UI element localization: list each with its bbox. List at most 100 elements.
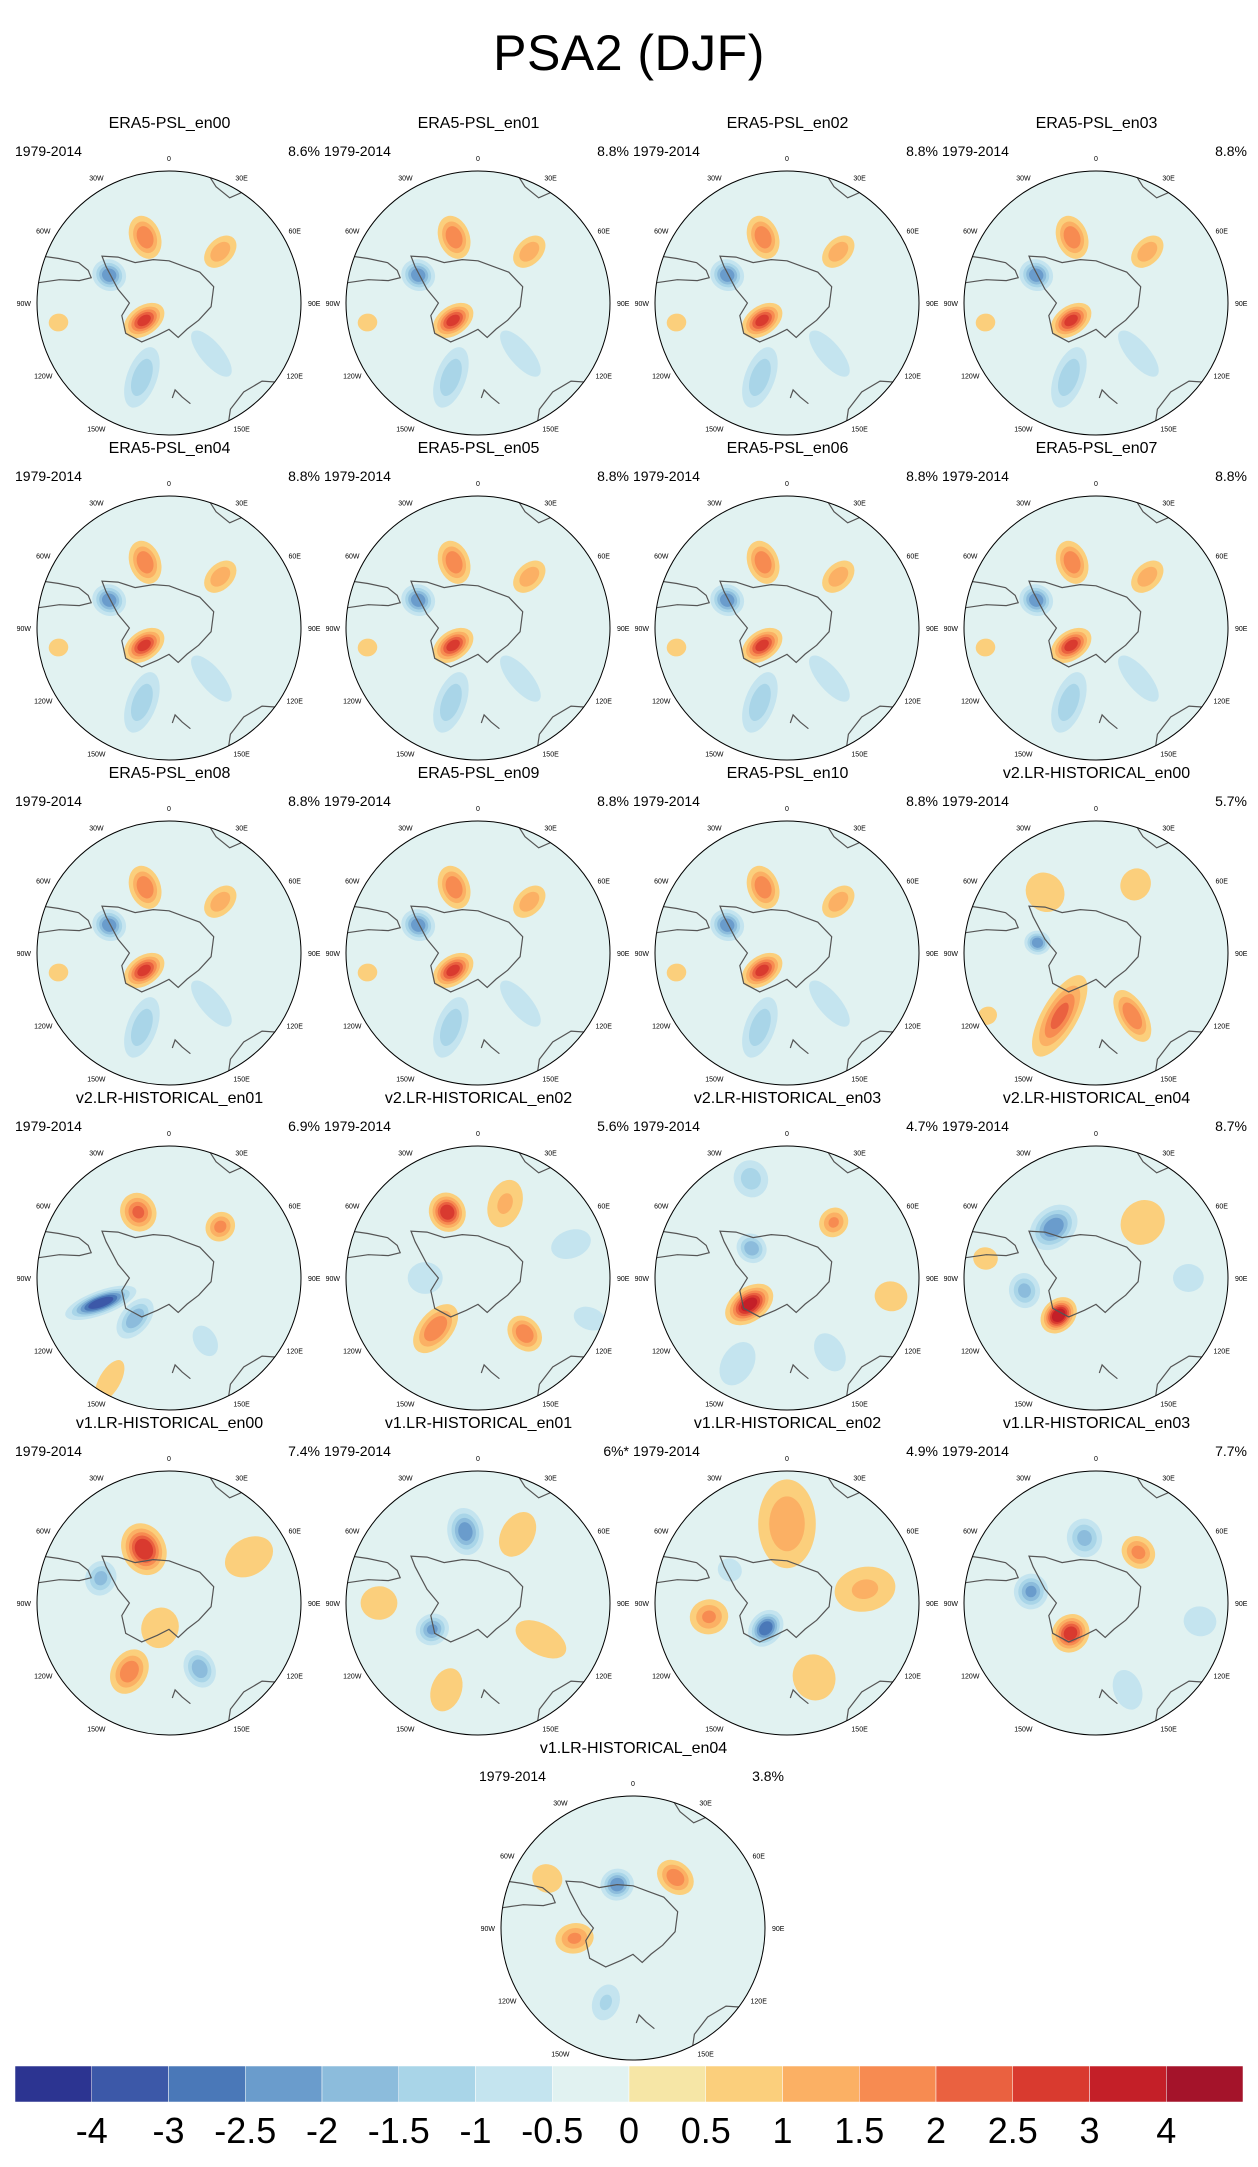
positive-contour: [666, 963, 687, 982]
australia-coastline: [845, 380, 901, 429]
map-border: [654, 820, 920, 1086]
lon-tick-label: 60W: [654, 1528, 669, 1535]
colorbar-tick-label: -0.5: [521, 2110, 584, 2151]
new-zealand-coastline: [1098, 1363, 1118, 1380]
panel-period: 1979-2014: [15, 143, 82, 159]
lon-tick-label: 30W: [553, 1800, 568, 1807]
colorbar-tick-label: -4: [75, 2110, 108, 2151]
south-america-coastline: [346, 1555, 402, 1585]
lon-tick-label: 120W: [498, 1999, 517, 2006]
positive-contour: [741, 1297, 758, 1312]
negative-contour: [88, 1296, 114, 1309]
positive-contour: [532, 1864, 563, 1893]
polar-map: 030E60E90E120E150E180150W120W90W60W30W: [635, 1456, 939, 1736]
positive-contour: [519, 566, 540, 587]
antarctica-coastline: [719, 1555, 833, 1643]
positive-contour: [975, 638, 996, 657]
contour-field: [346, 171, 610, 435]
panel-period: 1979-2014: [324, 793, 391, 809]
colorbar-box: [1166, 2065, 1244, 2103]
new-zealand-coastline: [1098, 1688, 1118, 1705]
panel-period: 1979-2014: [15, 1443, 82, 1459]
positive-contour: [874, 1281, 908, 1312]
positive-contour: [975, 313, 996, 332]
lon-tick-label: 150W: [396, 1402, 415, 1409]
negative-contour: [599, 1994, 612, 2011]
positive-contour: [214, 1220, 227, 1233]
map-panel: ERA5-PSL_en06 1979-2014 8.8% 0 30E 60E 90E 120E…: [633, 440, 942, 762]
positive-contour: [224, 1536, 274, 1578]
colorbar-box: [628, 2065, 706, 2103]
lon-tick-label: 150E: [1160, 1077, 1177, 1084]
map-border: [654, 1145, 920, 1411]
positive-contour: [445, 876, 463, 899]
positive-contour: [430, 1668, 463, 1712]
lon-tick-label: 60W: [654, 1203, 669, 1210]
positive-contour: [754, 876, 772, 899]
map-panel: ERA5-PSL_en05 1979-2014 8.8% 0 30E 60E 90E 120E…: [324, 440, 633, 762]
south-america-coastline: [346, 1230, 402, 1260]
lon-tick-label: 120W: [652, 1349, 671, 1356]
lon-tick-label: 60E: [752, 1853, 765, 1860]
lon-tick-label: 60W: [345, 1203, 360, 1210]
negative-contour: [573, 1306, 606, 1331]
lon-tick-label: 150E: [851, 752, 868, 759]
lon-tick-label: 90W: [944, 1276, 959, 1283]
negative-contour: [1057, 683, 1080, 721]
panel-variance-explained: 6%*: [603, 1443, 629, 1459]
lon-tick-label: 150W: [705, 1727, 724, 1734]
lon-tick-label: 60E: [1215, 228, 1228, 235]
panel-variance-explained: 8.8%: [288, 468, 320, 484]
negative-contour: [809, 980, 850, 1027]
positive-contour: [137, 639, 151, 652]
negative-contour: [500, 655, 541, 702]
colorbar-box: [552, 2065, 630, 2103]
negative-contour: [1172, 1264, 1204, 1292]
map-panel: v2.LR-HISTORICAL_en00 1979-2014 5.7% 0 30E 60…: [942, 765, 1251, 1087]
polar-map: 030E60E90E120E150E180150W120W90W60W30W: [635, 481, 939, 761]
lon-tick-label: 30W: [398, 825, 413, 832]
map-panel: ERA5-PSL_en02 1979-2014 8.8% 0 30E 60E 90E 120E…: [633, 115, 942, 437]
field-background: [964, 821, 1228, 1085]
positive-contour: [1137, 241, 1158, 262]
lon-tick-label: 150W: [705, 752, 724, 759]
map-border: [963, 820, 1229, 1086]
lon-tick-label: 150W: [1014, 1402, 1033, 1409]
negative-contour: [407, 1262, 443, 1294]
lon-tick-label: 60E: [906, 878, 919, 885]
lon-tick-label: 90E: [617, 301, 630, 308]
new-zealand-coastline: [480, 1363, 500, 1380]
lon-tick-label: 150W: [705, 1402, 724, 1409]
panel-variance-explained: 8.8%: [597, 793, 629, 809]
lon-tick-label: 120E: [287, 374, 304, 381]
antarctica-coastline: [1028, 580, 1142, 668]
lon-tick-label: 0: [785, 481, 789, 488]
positive-contour: [357, 963, 378, 982]
field-background: [655, 821, 919, 1085]
map-border: [345, 1470, 611, 1736]
panel-variance-explained: 7.7%: [1215, 1443, 1247, 1459]
contour-field: [37, 821, 301, 1085]
positive-contour: [446, 639, 460, 652]
contour-field: [655, 496, 919, 760]
polar-map: 030E60E90E120E150E180150W120W90W60W30W: [944, 1131, 1248, 1411]
panel-variance-explained: 8.8%: [1215, 143, 1247, 159]
new-zealand-coastline: [789, 388, 809, 405]
map-panel: v1.LR-HISTORICAL_en02 1979-2014 4.9% 0 30E 60…: [633, 1415, 942, 1737]
lon-tick-label: 60W: [654, 553, 669, 560]
lon-tick-label: 60W: [345, 878, 360, 885]
colorbar-box: [398, 2065, 476, 2103]
lon-tick-label: 150E: [1160, 752, 1177, 759]
negative-contour: [94, 1570, 108, 1586]
positive-contour: [515, 1620, 567, 1659]
positive-contour: [1120, 1199, 1165, 1245]
colorbar-tick-label: 1.5: [834, 2110, 885, 2151]
contour-field: [37, 171, 301, 435]
polar-map: 030E60E90E120E150E180150W120W90W60W30W: [17, 1456, 321, 1736]
panel-period: 1979-2014: [324, 143, 391, 159]
new-zealand-coastline: [480, 1688, 500, 1705]
lon-tick-label: 30W: [89, 1150, 104, 1157]
polar-map: 030E60E90E120E150E180150W120W90W60W30W: [17, 806, 321, 1086]
new-zealand-coastline: [1098, 713, 1118, 730]
lon-tick-label: 30E: [1162, 1150, 1175, 1157]
